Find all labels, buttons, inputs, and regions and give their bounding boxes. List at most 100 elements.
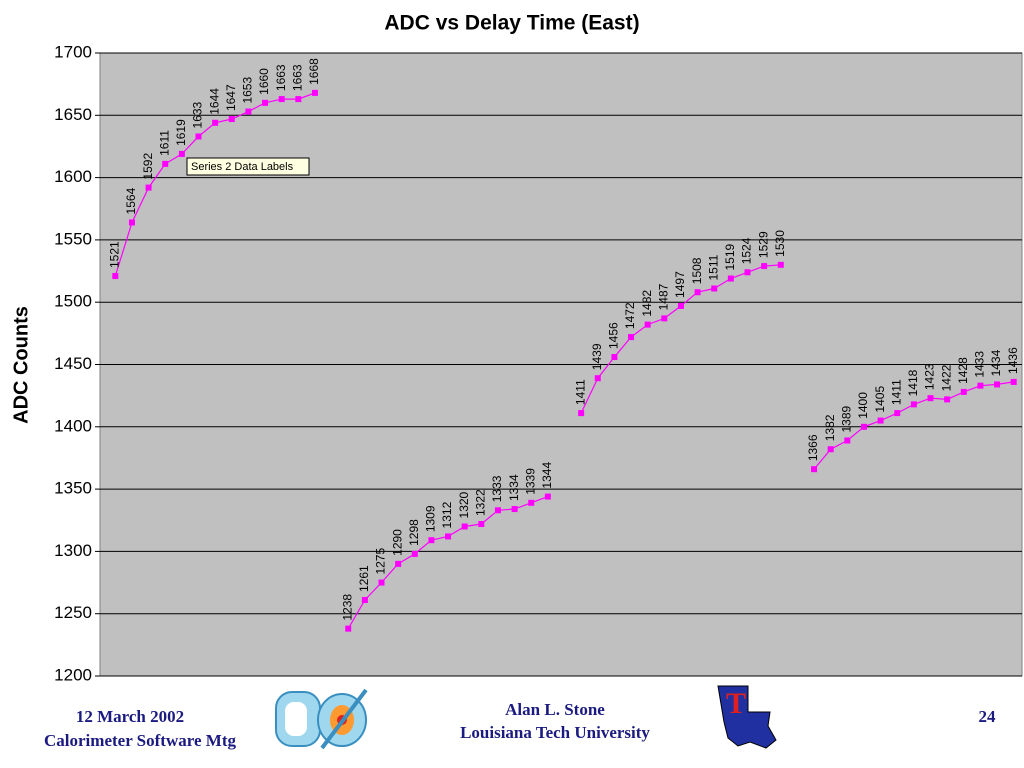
data-label: 1339 (523, 468, 537, 495)
data-point (628, 334, 635, 341)
data-point (644, 321, 651, 328)
data-label: 1312 (440, 501, 454, 528)
data-point (844, 437, 851, 444)
data-label: 1487 (656, 283, 670, 310)
data-point (944, 396, 951, 403)
data-label: 1472 (623, 302, 637, 329)
data-point (428, 537, 435, 544)
data-label: 1434 (989, 349, 1003, 376)
data-label: 1653 (241, 77, 255, 104)
data-point (977, 382, 984, 389)
data-label: 1433 (973, 351, 987, 378)
data-point (245, 108, 252, 115)
y-tick-label: 1250 (54, 603, 92, 622)
data-label: 1411 (573, 379, 587, 405)
data-label: 1633 (191, 101, 205, 128)
data-label: 1564 (124, 187, 138, 214)
y-tick-label: 1550 (54, 229, 92, 248)
data-label: 1366 (806, 434, 820, 461)
data-point (128, 219, 135, 226)
data-point (1010, 378, 1017, 385)
data-label: 1333 (490, 475, 504, 502)
louisiana-tech-logo: T (717, 685, 777, 749)
data-label: 1290 (390, 529, 404, 556)
data-label: 1298 (407, 519, 421, 546)
y-tick-label: 1500 (54, 292, 92, 311)
y-tick-label: 1650 (54, 105, 92, 124)
data-label: 1439 (590, 343, 604, 370)
data-point (777, 261, 784, 268)
data-point (744, 269, 751, 276)
data-point (994, 381, 1001, 388)
data-point (594, 375, 601, 382)
data-point (395, 560, 402, 567)
data-point (112, 273, 119, 280)
data-label: 1456 (607, 322, 621, 349)
data-label: 1668 (307, 58, 321, 85)
data-point (278, 96, 285, 103)
d0-logo (275, 688, 368, 750)
data-label: 1436 (1006, 347, 1020, 374)
data-label: 1238 (340, 594, 354, 621)
data-label: 1275 (374, 548, 388, 575)
data-label: 1497 (673, 271, 687, 298)
data-point (295, 96, 302, 103)
data-point (544, 493, 551, 500)
data-label: 1660 (257, 68, 271, 95)
footer-author: Alan L. Stone (505, 700, 605, 719)
marks: 1200 1250 1300 1350 1400 1450 1500 1550 1600 1650… (54, 42, 1022, 684)
data-point (611, 354, 618, 361)
data-point (877, 417, 884, 424)
data-label: 1405 (873, 386, 887, 413)
data-point (345, 625, 352, 632)
data-label: 1382 (823, 414, 837, 441)
data-point (894, 410, 901, 417)
data-label: 1611 (157, 130, 171, 156)
tooltip-box (186, 157, 310, 176)
data-label: 1309 (424, 505, 438, 532)
data-point (511, 506, 518, 513)
data-point (212, 119, 219, 126)
data-point (162, 160, 169, 167)
tooltip-text: Series 2 Data Labels (191, 161, 294, 173)
data-point (228, 116, 235, 123)
data-point (910, 401, 917, 408)
data-point (694, 289, 701, 296)
y-tick-label: 1400 (54, 416, 92, 435)
data-label: 1320 (457, 491, 471, 518)
data-point (927, 395, 934, 402)
data-point (677, 302, 684, 309)
y-tick-label: 1600 (54, 167, 92, 186)
data-label: 1418 (906, 369, 920, 396)
data-label: 1529 (756, 231, 770, 258)
data-label: 1422 (939, 364, 953, 391)
data-label: 1647 (224, 84, 238, 111)
data-point (811, 466, 818, 473)
data-label: 1428 (956, 357, 970, 384)
data-point (727, 275, 734, 282)
data-label: 1644 (207, 88, 221, 115)
data-label: 1592 (141, 153, 155, 180)
footer-page: 24 (979, 707, 997, 726)
data-label: 1334 (507, 474, 521, 501)
data-point (145, 184, 152, 191)
footer-date: 12 March 2002 (76, 707, 184, 726)
data-label: 1261 (357, 565, 371, 592)
data-label: 1619 (174, 119, 188, 146)
data-label: 1482 (640, 290, 654, 317)
tooltip: Series 2 Data Labels (186, 157, 310, 176)
data-point (827, 446, 834, 453)
y-tick-label: 1450 (54, 354, 92, 373)
y-tick-label: 1200 (54, 665, 92, 684)
y-axis-label: ADC Counts (10, 306, 32, 424)
data-point (661, 315, 668, 322)
y-tick-label: 1300 (54, 541, 92, 560)
data-point (960, 388, 967, 395)
data-label: 1389 (839, 405, 853, 432)
svg-text:T: T (726, 687, 746, 720)
data-label: 1519 (723, 244, 737, 271)
data-point (445, 533, 452, 540)
data-label: 1511 (706, 254, 720, 280)
data-point (195, 133, 202, 140)
